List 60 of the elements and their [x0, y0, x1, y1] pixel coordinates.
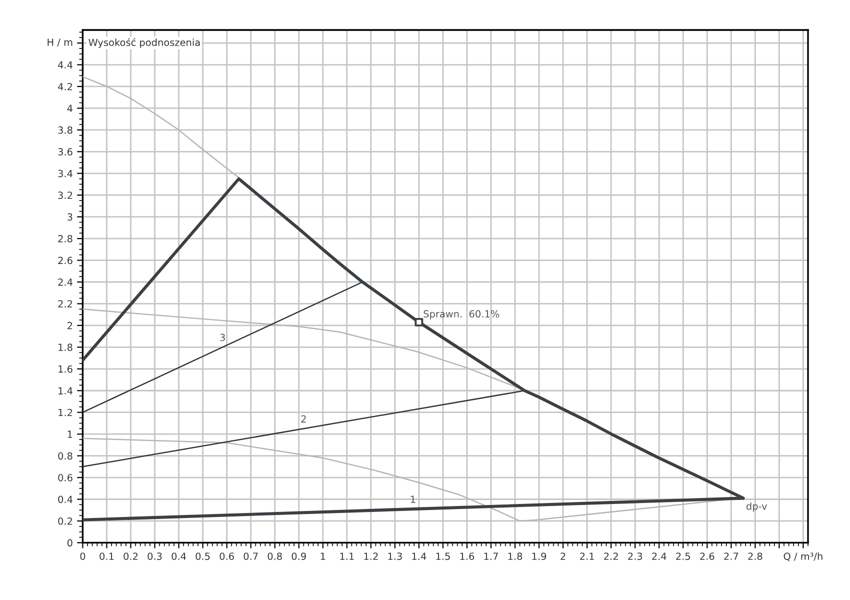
x-tick-label: 0.1 [100, 552, 114, 560]
y-tick-label: 0.8 [58, 452, 72, 460]
x-tick-label: 0 [80, 552, 86, 560]
x-tick-label: 2.6 [700, 552, 714, 560]
y-tick-label: 0.4 [58, 496, 72, 504]
y-tick-label: 1 [68, 430, 72, 438]
annotation: Sprawn. 60.1% [424, 310, 500, 320]
x-tick-label: 2.2 [604, 552, 618, 560]
x-tick-label: 1.2 [364, 552, 378, 560]
y-tick-label: 3 [68, 213, 72, 221]
x-tick-label: 0.3 [148, 552, 162, 560]
x-tick-label: 1 [320, 552, 326, 560]
x-tick-label: 1.5 [436, 552, 450, 560]
y-tick-label: 3.8 [58, 126, 72, 134]
series-label: 2 [301, 415, 306, 422]
y-tick-label: 3.6 [58, 148, 72, 156]
y-tick-label: 3.4 [58, 170, 72, 178]
series-label: 1 [410, 496, 416, 503]
y-tick-label: 0 [67, 539, 72, 547]
y-axis-title: H / m [48, 38, 72, 47]
x-tick-label: 1.8 [508, 552, 522, 560]
x-tick-label: 1.9 [532, 552, 546, 560]
series-label: 3 [220, 334, 225, 342]
x-tick-label: 1.1 [340, 552, 354, 560]
x-tick-label: 0.9 [292, 552, 306, 560]
y-tick-label: 1.4 [58, 387, 72, 394]
x-tick-label: 1.3 [388, 552, 402, 560]
x-axis-title: Q / m³/h [784, 552, 822, 562]
x-tick-label: 2.4 [652, 552, 666, 560]
x-tick-label: 0.5 [196, 552, 210, 560]
y-tick-label: 4.4 [58, 61, 72, 68]
y-tick-label: 2.4 [58, 278, 72, 286]
x-tick-label: 2.8 [748, 552, 762, 560]
x-tick-label: 1.7 [484, 552, 498, 560]
y-tick-label: 2.6 [58, 256, 72, 264]
x-tick-label: 2.3 [628, 552, 642, 560]
y-tick-label: 2 [68, 322, 72, 330]
x-tick-label: 0.6 [220, 552, 234, 560]
y-tick-label: 2.8 [58, 235, 72, 242]
y-tick-label: 1.6 [58, 365, 72, 373]
x-tick-label: 2.7 [724, 552, 738, 560]
x-tick-label: 0.4 [172, 552, 186, 560]
y-tick-label: 1.8 [58, 344, 72, 352]
x-tick-label: 1.4 [412, 552, 426, 560]
y-tick-label: 0.2 [58, 517, 72, 525]
text: Wysokość podnoszenia [88, 38, 200, 48]
y-tick-label: 0.6 [58, 474, 72, 482]
y-tick-label: 3.2 [58, 192, 72, 199]
y-tick-label: 4 [67, 104, 72, 112]
x-tick-label: 0.8 [268, 552, 282, 560]
y-tick-label: 2.2 [58, 300, 72, 308]
x-tick-label: 1.6 [460, 552, 474, 560]
y-tick-label: 4.2 [58, 82, 72, 90]
x-tick-label: 2.5 [676, 552, 690, 560]
x-tick-label: 0.2 [124, 552, 138, 560]
y-tick-label: 1.2 [58, 408, 72, 416]
x-tick-label: 2 [560, 552, 566, 560]
x-tick-label: 0.7 [244, 552, 258, 560]
annotation: dp-v [746, 502, 767, 512]
x-tick-label: 2.1 [580, 552, 594, 560]
